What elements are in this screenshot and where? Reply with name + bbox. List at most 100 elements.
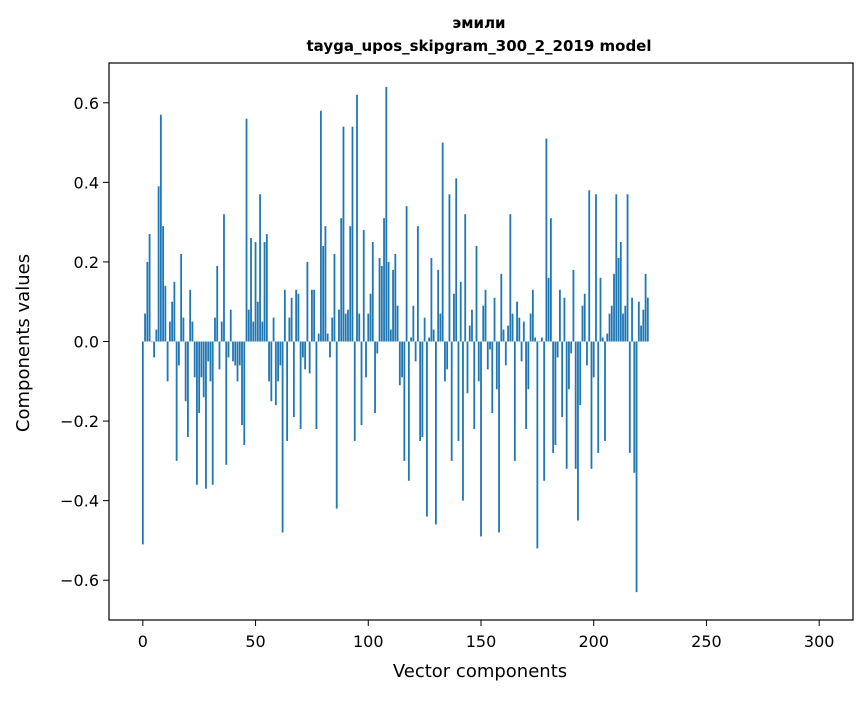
bar — [187, 341, 189, 437]
bar — [369, 293, 372, 342]
bar — [272, 317, 275, 342]
bar — [613, 273, 615, 342]
x-axis-label: Vector components — [393, 661, 567, 682]
bar — [371, 242, 374, 342]
bar — [644, 273, 647, 342]
bar — [268, 341, 270, 382]
bar — [484, 289, 487, 342]
bar — [344, 313, 347, 342]
bar — [153, 341, 155, 358]
bar — [626, 194, 629, 342]
y-tick-label: −0.4 — [60, 492, 99, 511]
y-axis-ticks: −0.6 −0.4 −0.2 0.0 0.2 0.4 0.6 — [60, 94, 109, 590]
bar — [432, 329, 435, 342]
bar — [340, 218, 343, 342]
bar — [534, 337, 537, 342]
bar — [547, 277, 550, 342]
bar — [297, 293, 300, 342]
y-axis-label: Components values — [13, 254, 34, 432]
x-axis-ticks: 0 50 100 150 200 250 300 — [138, 620, 834, 651]
bar — [464, 214, 467, 342]
bar — [150, 341, 153, 343]
bar — [299, 341, 302, 430]
bar — [168, 321, 171, 342]
bar — [617, 257, 620, 342]
bar — [495, 341, 498, 390]
bar — [565, 341, 568, 469]
bar — [477, 341, 480, 382]
bar — [610, 305, 613, 342]
bar — [642, 309, 645, 342]
bar — [574, 341, 577, 469]
bar — [301, 341, 304, 358]
bar — [171, 301, 174, 342]
bar — [394, 253, 397, 342]
bar — [509, 214, 512, 342]
bar — [457, 341, 460, 441]
bar — [482, 305, 485, 342]
y-tick-label: −0.6 — [60, 571, 99, 590]
bar — [520, 341, 523, 362]
bar — [459, 281, 462, 342]
x-tick-label: 50 — [245, 632, 265, 651]
bar — [263, 242, 266, 342]
bar — [525, 341, 527, 430]
bar — [241, 341, 243, 426]
bar — [288, 317, 291, 342]
bar — [559, 289, 561, 342]
bar — [536, 341, 539, 549]
bar — [245, 118, 248, 342]
bar — [225, 341, 228, 465]
bar — [333, 253, 336, 342]
x-tick-label: 0 — [138, 632, 148, 651]
bar — [324, 226, 327, 342]
bar — [455, 178, 458, 342]
bar — [295, 289, 298, 342]
bar — [193, 341, 196, 378]
bar — [601, 337, 604, 342]
bar — [590, 341, 593, 469]
bar — [335, 341, 338, 509]
bar — [425, 341, 428, 517]
bar — [619, 242, 622, 342]
bar — [624, 305, 627, 342]
bar — [556, 341, 559, 358]
bar — [338, 309, 340, 342]
bar — [396, 305, 399, 342]
bar — [322, 246, 325, 342]
bar — [232, 341, 234, 362]
bar — [189, 289, 192, 342]
bar — [252, 321, 255, 342]
bar — [471, 309, 473, 342]
y-tick-label: 0.0 — [74, 333, 99, 352]
bar — [315, 341, 318, 430]
bar — [498, 341, 500, 533]
bar — [437, 269, 440, 342]
bar — [597, 341, 600, 453]
bar — [502, 329, 505, 342]
bar — [254, 242, 257, 342]
bar — [511, 313, 514, 342]
bar — [164, 285, 167, 342]
bar — [450, 341, 453, 461]
bar — [430, 257, 433, 342]
bar — [331, 317, 334, 342]
bar — [220, 321, 223, 342]
bar — [581, 305, 584, 342]
x-tick-label: 100 — [353, 632, 384, 651]
bars-group — [141, 86, 649, 593]
bar — [414, 341, 417, 362]
bar — [356, 94, 358, 342]
bar — [283, 289, 286, 342]
bar — [453, 293, 455, 342]
bar — [358, 313, 361, 342]
bar — [247, 309, 250, 342]
bar — [416, 226, 419, 342]
bar — [383, 218, 385, 342]
bar — [421, 341, 424, 437]
bar — [568, 341, 570, 390]
bar — [410, 337, 413, 342]
bar — [468, 325, 471, 342]
bar — [365, 341, 367, 378]
